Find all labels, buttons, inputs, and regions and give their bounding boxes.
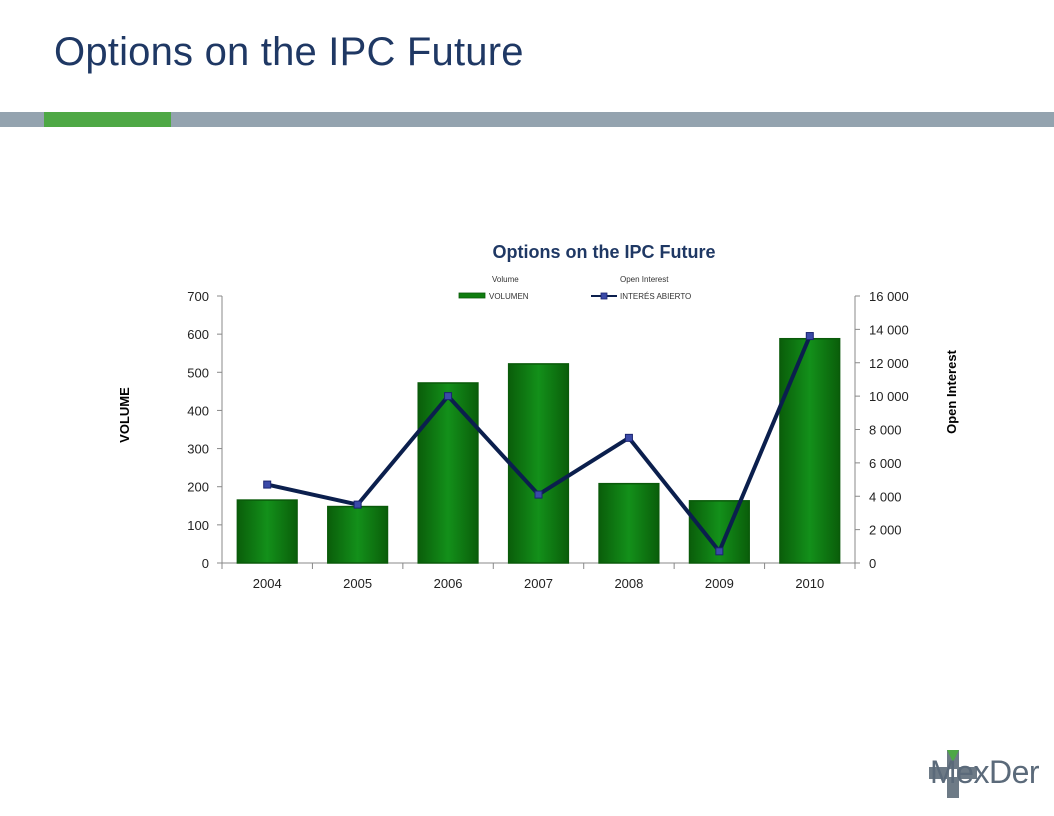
chart-legend: Volume VOLUMEN Open Interest INTERÉS ABIERT… <box>458 275 691 301</box>
y2-tick-label: 8 000 <box>869 423 902 438</box>
title-accent-bar <box>44 112 171 127</box>
x-tick-label: 2009 <box>705 576 734 591</box>
mexder-logo-icon <box>929 750 977 798</box>
bar <box>417 382 479 564</box>
bar <box>507 363 570 564</box>
y-axis-left: 0 100 200 300 400 500 600 700 <box>187 289 223 571</box>
line-point <box>624 433 633 442</box>
x-tick-label: 2006 <box>434 576 463 591</box>
y-tick-label: 400 <box>187 403 209 418</box>
y-tick-label: 0 <box>202 556 209 571</box>
bar <box>236 499 298 564</box>
line-point <box>353 500 362 509</box>
y2-tick-label: 4 000 <box>869 489 902 504</box>
line-point <box>444 392 453 401</box>
x-tick-label: 2008 <box>614 576 643 591</box>
y2-tick-label: 12 000 <box>869 356 909 371</box>
legend-caption: Volume <box>492 275 519 284</box>
slide-title: Options on the IPC Future <box>54 30 524 74</box>
y2-tick-label: 0 <box>869 556 876 571</box>
combo-chart: Options on the IPC Future Volume VOLUMEN O… <box>117 242 959 591</box>
y-tick-label: 700 <box>187 289 209 304</box>
y-tick-label: 500 <box>187 365 209 380</box>
legend-label: INTERÉS ABIERTO <box>620 292 691 301</box>
y2-tick-label: 6 000 <box>869 456 902 471</box>
line-point <box>534 490 543 499</box>
line-point <box>263 480 272 489</box>
open-interest-line <box>263 332 814 556</box>
bar <box>779 337 841 564</box>
chart-title: Options on the IPC Future <box>493 242 716 262</box>
y2-tick-label: 16 000 <box>869 289 909 304</box>
mexder-logo-text: MexDer <box>930 754 1040 790</box>
bar <box>327 505 389 564</box>
y2-tick-label: 10 000 <box>869 389 909 404</box>
x-axis: 2004 2005 2006 2007 2008 2009 2010 <box>221 562 856 591</box>
volume-bars <box>236 337 841 564</box>
legend-caption: Open Interest <box>620 275 669 284</box>
y-tick-label: 600 <box>187 327 209 342</box>
x-tick-label: 2010 <box>795 576 824 591</box>
x-tick-label: 2005 <box>343 576 372 591</box>
y-tick-label: 100 <box>187 518 209 533</box>
y2-axis-label: Open Interest <box>944 349 959 433</box>
legend-label: VOLUMEN <box>489 292 529 301</box>
legend-marker-swatch <box>600 292 608 300</box>
legend-bar-swatch <box>458 292 486 299</box>
y-tick-label: 200 <box>187 480 209 495</box>
y2-tick-label: 2 000 <box>869 523 902 538</box>
title-divider-bar <box>0 112 1054 127</box>
line-point <box>805 332 814 341</box>
line-point <box>715 547 724 556</box>
y-axis-right: 0 2 000 4 000 6 000 8 000 10 000 12 000 14 000 1… <box>854 289 909 571</box>
y-axis-label: VOLUME <box>117 387 132 443</box>
x-tick-label: 2004 <box>253 576 282 591</box>
y2-tick-label: 14 000 <box>869 322 909 337</box>
bar <box>598 482 660 564</box>
x-tick-label: 2007 <box>524 576 553 591</box>
y-tick-label: 300 <box>187 442 209 457</box>
